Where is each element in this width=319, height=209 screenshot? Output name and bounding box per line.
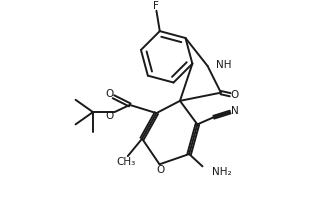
Text: CH₃: CH₃ (116, 157, 135, 167)
Text: O: O (106, 111, 114, 121)
Text: NH₂: NH₂ (212, 167, 231, 177)
Text: N: N (231, 106, 239, 116)
Text: NH: NH (216, 60, 232, 70)
Text: O: O (156, 165, 165, 175)
Text: F: F (153, 1, 160, 11)
Text: O: O (106, 89, 114, 99)
Text: O: O (231, 90, 239, 100)
